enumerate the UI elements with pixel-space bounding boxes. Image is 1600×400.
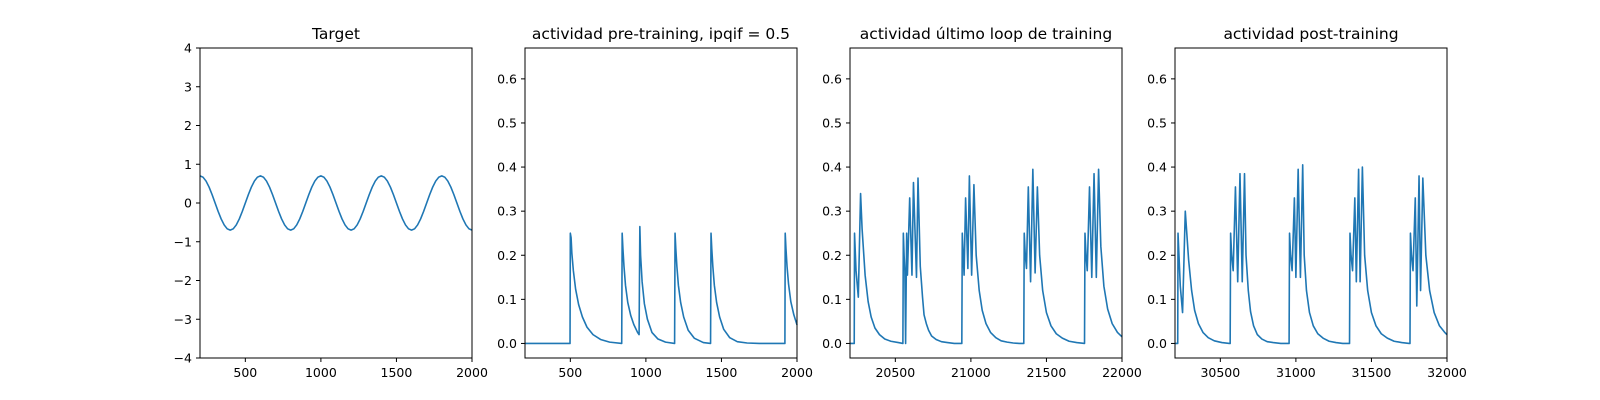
x-tick-label: 20500 bbox=[875, 365, 915, 380]
y-tick-label: 0.0 bbox=[497, 336, 517, 351]
y-tick-label: 0.4 bbox=[822, 160, 842, 175]
subplot-title: actividad post-training bbox=[1223, 25, 1398, 43]
y-tick-label: 3 bbox=[184, 79, 192, 94]
x-tick-label: 21000 bbox=[951, 365, 991, 380]
subplot-3: actividad último loop de training 20500 21… bbox=[822, 25, 1142, 380]
subplot-4: actividad post-training 30500 31000 31500 32… bbox=[1147, 25, 1467, 380]
y-tick-label: −3 bbox=[174, 312, 192, 327]
y-tick-label: 1 bbox=[184, 157, 192, 172]
y-tick-label: 0.3 bbox=[822, 204, 842, 219]
x-tick-label: 2000 bbox=[456, 365, 488, 380]
y-tick-label: −1 bbox=[174, 234, 192, 249]
x-tick-label: 2000 bbox=[781, 365, 813, 380]
x-tick-label: 1500 bbox=[381, 365, 413, 380]
y-tick-label: −2 bbox=[174, 273, 192, 288]
y-tick-label: 0.1 bbox=[497, 292, 517, 307]
y-tick-label: 0.4 bbox=[1147, 160, 1167, 175]
x-tick-label: 500 bbox=[558, 365, 582, 380]
x-tick-label: 1500 bbox=[706, 365, 738, 380]
y-tick-label: 0.1 bbox=[1147, 292, 1167, 307]
y-tick-label: −4 bbox=[174, 351, 192, 366]
x-tick-label: 22000 bbox=[1102, 365, 1142, 380]
y-tick-label: 0.3 bbox=[497, 204, 517, 219]
y-tick-label: 0.6 bbox=[1147, 71, 1167, 86]
y-tick-label: 0.0 bbox=[822, 336, 842, 351]
y-tick-label: 0.5 bbox=[822, 115, 842, 130]
axes-frame bbox=[849, 47, 1123, 359]
x-tick-label: 1000 bbox=[630, 365, 662, 380]
x-tick-label: 32000 bbox=[1427, 365, 1467, 380]
y-tick-label: 0.2 bbox=[822, 248, 842, 263]
x-tick-label: 21500 bbox=[1027, 365, 1067, 380]
y-tick-label: 0.1 bbox=[822, 292, 842, 307]
y-tick-label: 0.6 bbox=[822, 71, 842, 86]
x-tick-label: 31000 bbox=[1276, 365, 1316, 380]
subplot-title: actividad pre-training, ipqif = 0.5 bbox=[532, 25, 790, 43]
subplot-1: Target 500 1000 1500 2000 −4 −3 −2 −1 0 1 2 3 4 bbox=[174, 25, 488, 380]
series-line bbox=[525, 225, 798, 345]
y-tick-label: 0.0 bbox=[1147, 336, 1167, 351]
y-tick-label: 0.2 bbox=[497, 248, 517, 263]
axes-frame bbox=[524, 47, 798, 359]
subplot-title: Target bbox=[311, 25, 360, 43]
series-line bbox=[199, 175, 473, 231]
y-tick-label: 0.2 bbox=[1147, 248, 1167, 263]
y-tick-label: 0.5 bbox=[1147, 115, 1167, 130]
y-tick-label: 2 bbox=[184, 118, 192, 133]
y-tick-label: 0 bbox=[184, 196, 192, 211]
axes-frame bbox=[1174, 47, 1448, 359]
subplot-title: actividad último loop de training bbox=[860, 25, 1112, 43]
series-line bbox=[1175, 164, 1448, 345]
y-tick-label: 0.6 bbox=[497, 71, 517, 86]
x-tick-label: 31500 bbox=[1352, 365, 1392, 380]
x-tick-label: 30500 bbox=[1200, 365, 1240, 380]
x-tick-label: 500 bbox=[233, 365, 257, 380]
series-line bbox=[850, 168, 1123, 345]
y-tick-label: 0.4 bbox=[497, 160, 517, 175]
y-tick-label: 4 bbox=[184, 41, 192, 56]
x-tick-label: 1000 bbox=[305, 365, 337, 380]
y-tick-label: 0.5 bbox=[497, 115, 517, 130]
subplot-2: actividad pre-training, ipqif = 0.5 500 10… bbox=[497, 25, 813, 380]
y-tick-label: 0.3 bbox=[1147, 204, 1167, 219]
